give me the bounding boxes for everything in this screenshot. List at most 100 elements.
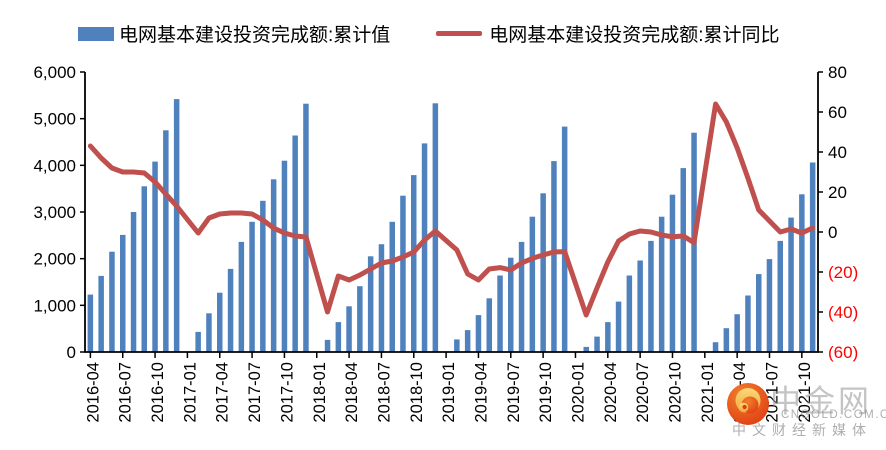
x-axis-label: 2016-04 [84, 362, 102, 423]
bar [152, 161, 158, 352]
bar [346, 306, 352, 352]
bar [561, 126, 568, 352]
bar [260, 200, 266, 352]
left-axis-label: 3,000 [33, 203, 76, 222]
legend: 电网基本建设投资完成额:累计值 电网基本建设投资完成额:累计同比 [78, 20, 780, 47]
left-axis-label: 0 [67, 343, 76, 362]
x-axis-label: 2019-01 [440, 362, 458, 423]
bar [173, 99, 180, 352]
bar [497, 275, 503, 352]
bar [637, 260, 643, 352]
right-axis-label: 60 [828, 103, 847, 122]
bar [529, 216, 536, 352]
bar [605, 322, 611, 352]
bar [594, 336, 600, 352]
bar [712, 342, 719, 352]
bar [551, 161, 557, 352]
bar [658, 216, 665, 352]
bar [475, 315, 482, 352]
bar [734, 314, 740, 352]
bar [163, 130, 169, 352]
bar [766, 259, 773, 352]
bar [195, 331, 201, 352]
bar [432, 103, 439, 352]
right-axis-label: (60) [828, 343, 858, 362]
bar [464, 330, 471, 352]
x-axis-label: 2021-04 [731, 362, 749, 423]
x-axis-label: 2016-10 [149, 362, 167, 423]
bar [486, 298, 492, 352]
bar [217, 292, 223, 352]
right-axis-label: (40) [828, 303, 858, 322]
x-axis-label: 2018-07 [375, 362, 393, 423]
bar [680, 168, 686, 352]
bar [626, 275, 633, 352]
x-axis-label: 2017-04 [214, 362, 232, 423]
bar [508, 257, 514, 352]
bar [723, 328, 730, 352]
right-axis-label: 80 [828, 63, 847, 82]
bar [120, 234, 126, 352]
bar [130, 212, 137, 352]
left-axis-label: 2,000 [33, 250, 76, 269]
bar [238, 241, 245, 352]
bar [400, 195, 406, 352]
bar [109, 251, 115, 352]
bar [454, 339, 460, 352]
x-axis-label: 2020-07 [634, 362, 652, 423]
x-axis-label: 2020-10 [667, 362, 685, 423]
bar [777, 240, 783, 352]
left-axis-label: 5,000 [33, 110, 76, 129]
bar [615, 301, 622, 352]
bar-series-swatch [78, 26, 114, 41]
right-axis-label: (20) [828, 263, 858, 282]
x-axis-label: 2020-04 [602, 362, 620, 423]
bar [756, 274, 762, 352]
x-axis-label: 2017-07 [246, 362, 264, 423]
bar [98, 275, 104, 352]
bar [809, 162, 816, 352]
legend-bar-label: 电网基本建设投资完成额:累计值 [119, 25, 391, 46]
bar [87, 294, 94, 352]
x-axis-label: 2021-10 [796, 362, 814, 423]
bar [303, 103, 309, 352]
x-axis-label: 2019-04 [472, 362, 490, 423]
bar [378, 244, 385, 352]
bar [281, 160, 288, 352]
right-axis-label: 40 [828, 143, 847, 162]
left-axis-label: 6,000 [33, 63, 76, 82]
x-axis-label: 2018-01 [311, 362, 329, 423]
bar [669, 194, 676, 352]
bar [357, 286, 363, 352]
bar [292, 135, 298, 352]
right-axis-label: 20 [828, 183, 847, 202]
line-series-swatch [436, 31, 483, 36]
bar [583, 346, 589, 352]
x-axis-label: 2019-10 [537, 362, 555, 423]
bar [648, 240, 654, 352]
bar [799, 194, 805, 352]
right-axis-label: 0 [828, 223, 837, 242]
legend-line-label: 电网基本建设投资完成额:累计同比 [489, 25, 780, 46]
x-axis-label: 2017-10 [278, 362, 296, 423]
bar [518, 241, 525, 352]
bar [540, 193, 546, 352]
bar [389, 221, 395, 352]
bar [745, 295, 751, 352]
yoy-line [87, 101, 816, 318]
bar [411, 175, 417, 352]
x-axis-label: 2020-01 [570, 362, 588, 423]
bar [249, 221, 255, 352]
bar [367, 256, 374, 352]
x-axis-label: 2021-07 [764, 362, 782, 423]
bar [141, 186, 147, 352]
x-axis-label: 2018-10 [408, 362, 426, 423]
x-axis-label: 2019-07 [505, 362, 523, 423]
bar [206, 313, 212, 352]
bar [270, 179, 277, 352]
left-axis-label: 1,000 [33, 296, 76, 315]
x-axis-label: 2018-04 [343, 362, 361, 423]
bar [324, 339, 331, 352]
